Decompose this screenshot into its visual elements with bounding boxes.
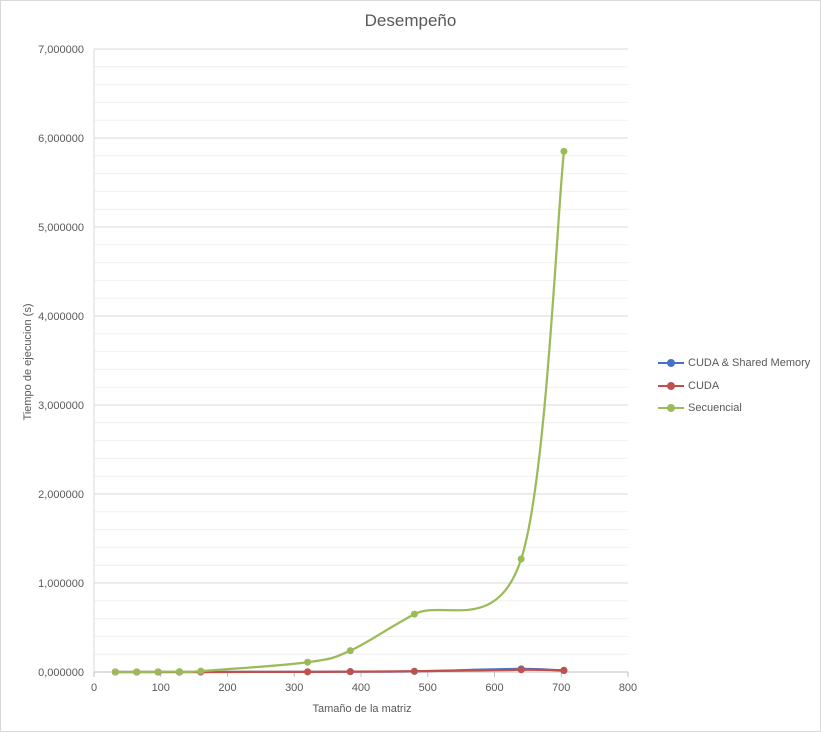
legend-swatch [658,403,684,413]
data-point [410,610,418,618]
y-tick-label: 4,000000 [38,311,84,323]
x-tick-label: 600 [485,682,503,694]
legend-item: Secuencial [658,397,810,420]
x-tick-label: 400 [352,682,370,694]
data-point [560,666,568,674]
legend: CUDA & Shared Memory CUDA Secuencial [658,352,810,420]
x-tick-label: 300 [285,682,303,694]
x-tick-label: 700 [552,682,570,694]
x-tick-label: 500 [419,682,437,694]
legend-label: Secuencial [688,402,742,415]
legend-swatch [658,381,684,391]
data-point [517,666,525,674]
data-point [560,147,568,155]
legend-swatch [658,358,684,368]
chart-title: Desempeño [364,11,457,30]
y-axis-label: Tiempo de ejecucion (s) [22,304,34,421]
y-tick-label: 2,000000 [38,489,84,501]
data-point [175,668,183,676]
data-point [410,667,418,675]
legend-label: CUDA & Shared Memory [688,357,811,370]
y-tick-label: 5,000000 [38,222,84,234]
data-point [517,555,525,563]
data-point [346,647,354,655]
data-point [304,668,312,676]
legend-label: CUDA [688,379,720,392]
y-tick-label: 7,000000 [38,44,84,56]
data-point [154,668,162,676]
y-tick-label: 1,000000 [38,578,84,590]
data-point [133,668,141,676]
data-point [304,658,312,666]
x-tick-label: 0 [91,682,97,694]
legend-item: CUDA & Shared Memory [658,352,810,375]
x-tick-label: 800 [619,682,637,694]
x-tick-label: 200 [218,682,236,694]
data-point [197,667,205,675]
data-point [111,668,119,676]
x-tick-label: 100 [152,682,170,694]
y-tick-label: 3,000000 [38,400,84,412]
legend-item: CUDA [658,375,810,398]
x-axis-label: Tamaño de la matriz [312,703,411,715]
series-line-2 [115,151,566,674]
y-tick-label: 6,000000 [38,133,84,145]
data-point [346,668,354,676]
y-tick-label: 0,000000 [38,667,84,679]
